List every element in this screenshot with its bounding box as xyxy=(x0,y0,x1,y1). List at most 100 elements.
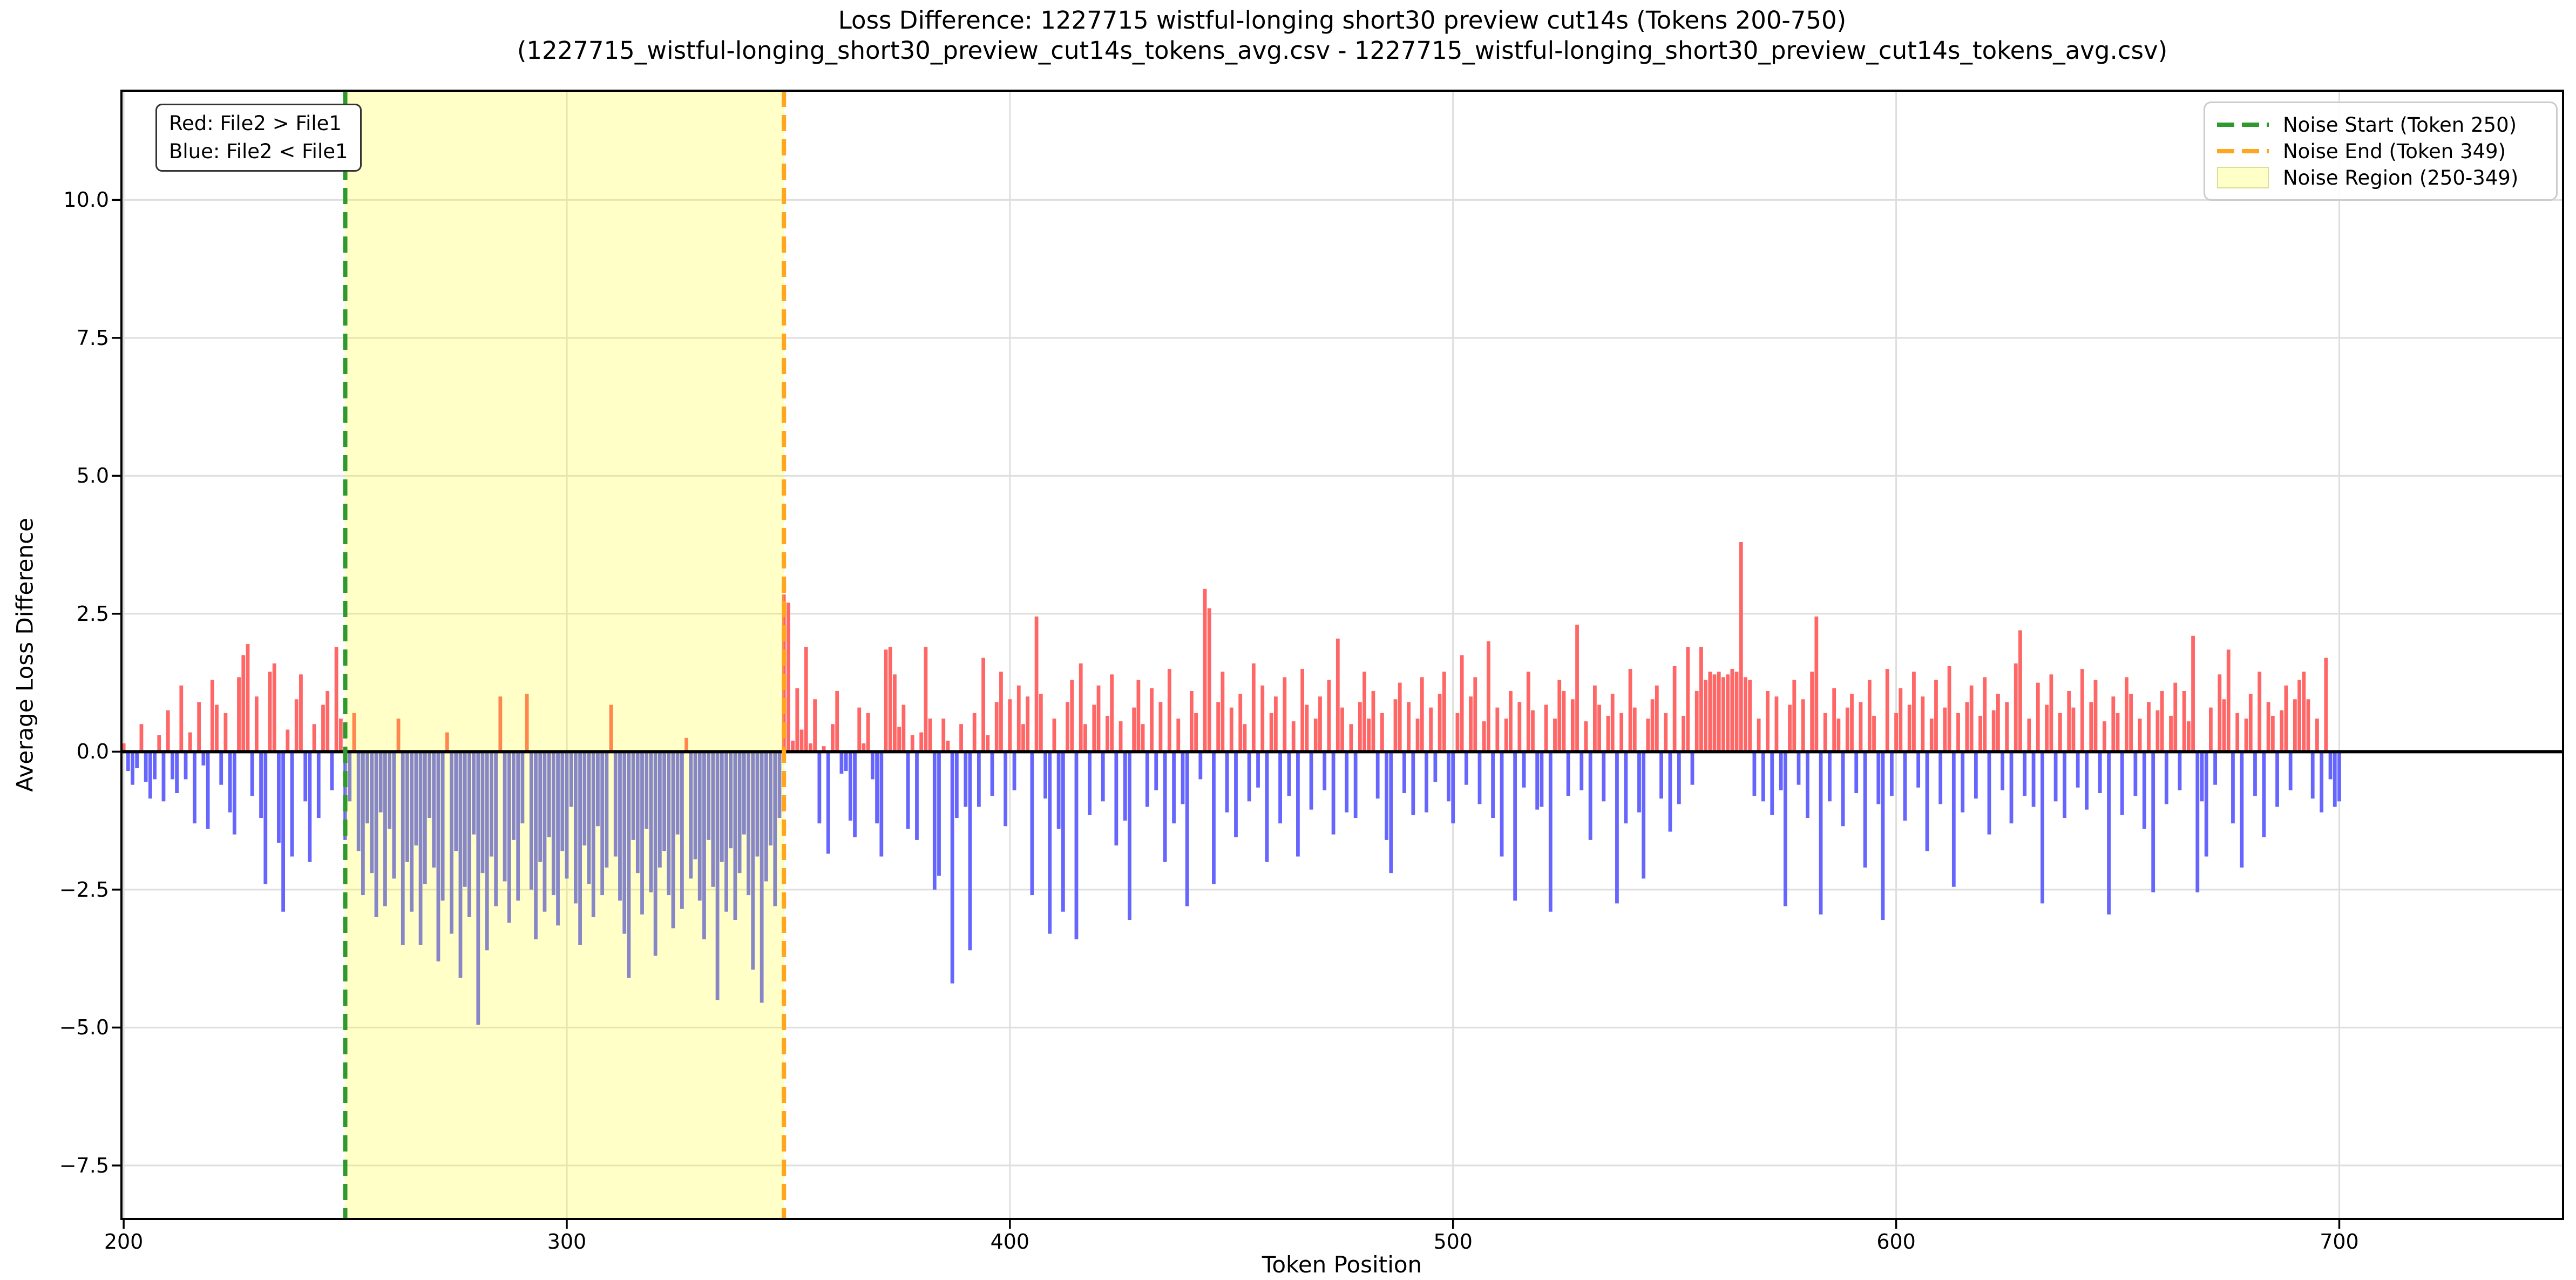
bar-negative xyxy=(1101,751,1105,802)
bar-negative xyxy=(777,751,782,818)
bar-positive xyxy=(1832,688,1836,752)
bar-positive xyxy=(910,735,914,752)
bar-negative xyxy=(259,751,263,818)
bar-negative xyxy=(733,751,737,920)
bar-positive xyxy=(1704,680,1708,752)
bar-negative xyxy=(742,751,746,835)
bar-positive xyxy=(2036,682,2040,752)
bar-positive xyxy=(1118,721,1123,752)
bar-positive xyxy=(286,729,290,752)
bar-positive xyxy=(1026,696,1030,752)
bar-positive xyxy=(1158,702,1163,752)
bar-positive xyxy=(941,719,946,752)
bar-negative xyxy=(937,751,941,876)
bar-positive xyxy=(2280,710,2284,752)
bar-negative xyxy=(148,751,152,799)
bar-negative xyxy=(277,751,281,843)
bar-negative xyxy=(1819,751,1823,915)
bar-negative xyxy=(1854,751,1859,794)
bar-negative xyxy=(631,751,635,840)
bar-positive xyxy=(1872,715,1876,752)
legend-label: Noise Start (Token 250) xyxy=(2283,113,2517,137)
bar-positive xyxy=(1956,713,1960,752)
bar-positive xyxy=(2315,719,2319,752)
bar-positive xyxy=(1694,690,1699,752)
bar-negative xyxy=(126,751,130,771)
bar-positive xyxy=(215,705,219,752)
chart-subtitle: (1227715_wistful-longing_short30_preview… xyxy=(517,36,2168,65)
bar-negative xyxy=(844,751,848,771)
bar-negative xyxy=(964,751,968,807)
title-block: Loss Difference: 1227715 wistful-longing… xyxy=(121,5,2563,66)
bar-negative xyxy=(1331,751,1336,835)
bar-positive xyxy=(609,705,613,752)
legend-item-noise-start: Noise Start (Token 250) xyxy=(2217,112,2544,138)
annotation-box: Red: File2 > File1 Blue: File2 < File1 xyxy=(155,104,362,172)
bar-positive xyxy=(981,658,985,752)
bar-positive xyxy=(1788,705,1792,752)
bar-negative xyxy=(640,751,644,915)
bar-negative xyxy=(711,751,715,887)
bar-positive xyxy=(1632,707,1637,752)
bar-negative xyxy=(1881,751,1885,920)
bar-negative xyxy=(1938,751,1943,804)
bar-negative xyxy=(1889,751,1894,796)
bar-negative xyxy=(565,751,569,879)
bar-negative xyxy=(2288,751,2293,790)
bar-positive xyxy=(2018,630,2022,752)
bar-negative xyxy=(954,751,959,818)
bar-positive xyxy=(1845,707,1849,752)
bar-negative xyxy=(2213,751,2218,785)
bar-positive xyxy=(1814,616,1819,752)
bar-positive xyxy=(684,737,689,752)
bar-negative xyxy=(1916,751,1921,788)
bar-negative xyxy=(1761,751,1765,802)
bar-positive xyxy=(1774,696,1779,752)
bar-positive xyxy=(2102,721,2106,752)
noise-end-dash-swatch xyxy=(2217,149,2269,153)
bar-negative xyxy=(587,751,591,884)
bar-positive xyxy=(782,594,786,752)
bar-positive xyxy=(2058,713,2062,752)
bar-positive xyxy=(1655,685,1659,752)
bar-negative xyxy=(906,751,910,829)
bar-negative xyxy=(1602,751,1606,802)
bar-negative xyxy=(2333,751,2337,807)
y-tick-label: 2.5 xyxy=(76,601,109,626)
annotation-line-blue: Blue: File2 < File1 xyxy=(169,140,348,163)
bar-negative xyxy=(2328,751,2333,780)
bar-positive xyxy=(999,672,1003,752)
bar-positive xyxy=(2302,672,2306,752)
bar-negative xyxy=(543,751,547,912)
bar-negative xyxy=(773,751,777,906)
bar-negative xyxy=(228,751,232,812)
bar-positive xyxy=(1531,710,1535,752)
noise-start-dash-swatch xyxy=(2217,123,2269,127)
bar-positive xyxy=(2089,702,2093,752)
bar-positive xyxy=(1836,719,1841,752)
bar-positive xyxy=(1207,608,1211,752)
bar-negative xyxy=(135,751,139,769)
bar-negative xyxy=(569,751,573,807)
bar-positive xyxy=(1039,694,1043,752)
bar-positive xyxy=(1562,690,1566,752)
bar-negative xyxy=(356,751,361,851)
bar-negative xyxy=(1779,751,1783,790)
y-tick-label: −7.5 xyxy=(59,1153,109,1177)
bar-positive xyxy=(1969,685,1974,752)
bar-negative xyxy=(401,751,405,945)
bar-positive xyxy=(2297,680,2301,752)
bar-negative xyxy=(1770,751,1774,815)
noise-region xyxy=(345,91,784,1219)
bar-positive xyxy=(884,649,888,752)
bar-positive xyxy=(1672,666,1677,752)
x-tick-label: 400 xyxy=(990,1230,1030,1254)
bar-negative xyxy=(1566,751,1570,796)
bar-negative xyxy=(1540,751,1544,807)
bar-positive xyxy=(924,647,928,752)
bar-negative xyxy=(507,751,511,923)
bar-positive xyxy=(396,719,401,752)
bar-negative xyxy=(1048,751,1052,934)
bar-negative xyxy=(968,751,972,951)
